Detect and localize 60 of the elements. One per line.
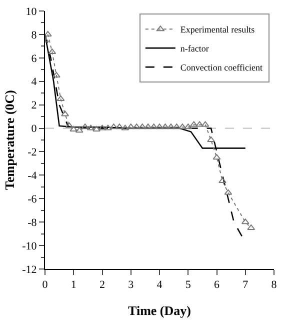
point [48,48,56,54]
x-tick-label: 2 [100,279,105,292]
point [161,124,170,130]
point [104,124,112,130]
point [86,124,95,130]
x-tick-label: 6 [214,279,220,292]
point [138,124,146,130]
x-tick-label: 4 [156,279,163,292]
y-tick-label: -12 [22,264,37,276]
point [121,124,130,130]
y-tick-label: 0 [31,123,38,136]
point [61,110,69,116]
y-tick-label: -10 [22,240,38,252]
x-tick-label: 7 [242,279,249,292]
point [81,124,90,130]
point [65,122,74,128]
point [166,124,175,130]
point [144,124,152,130]
x-tick-label: 1 [70,279,76,292]
point [241,218,250,224]
point [98,124,106,130]
point [201,121,210,127]
y-tick-label: 6 [31,52,38,65]
point [156,124,164,130]
legend-label: Convection coefficient [180,62,263,73]
point [218,178,226,184]
point [45,30,52,36]
point [224,189,232,195]
y-tick-label: 8 [31,29,38,42]
point [212,154,221,160]
x-axis-title: Time (Day) [128,302,191,318]
point [132,124,141,130]
point [184,124,192,130]
y-tick-label: -4 [28,170,38,182]
y-tick-label: 10 [26,6,38,18]
x-tick-label: 0 [42,279,48,292]
legend-label: Experimental results [180,24,256,35]
x-tick-label: 8 [271,279,278,292]
point [75,127,84,133]
point [247,224,256,230]
x-tick-label: 5 [185,279,192,292]
point [196,121,204,127]
point [150,124,158,130]
point [56,95,65,101]
x-tick-label: 3 [128,279,134,292]
point [92,126,100,132]
point [115,124,124,130]
y-axis-title: Temperature (0C) [2,90,18,190]
point [190,121,198,127]
legend-label: n-factor [180,44,209,54]
point [70,126,78,132]
point [172,124,181,130]
y-tick-label: -8 [28,216,38,229]
y-tick-label: -2 [28,146,37,159]
point [126,124,135,130]
y-tick-label: 2 [31,100,37,112]
y-tick-label: 4 [31,76,38,88]
y-tick-label: -6 [28,193,38,206]
point [110,124,118,130]
point [178,124,186,130]
